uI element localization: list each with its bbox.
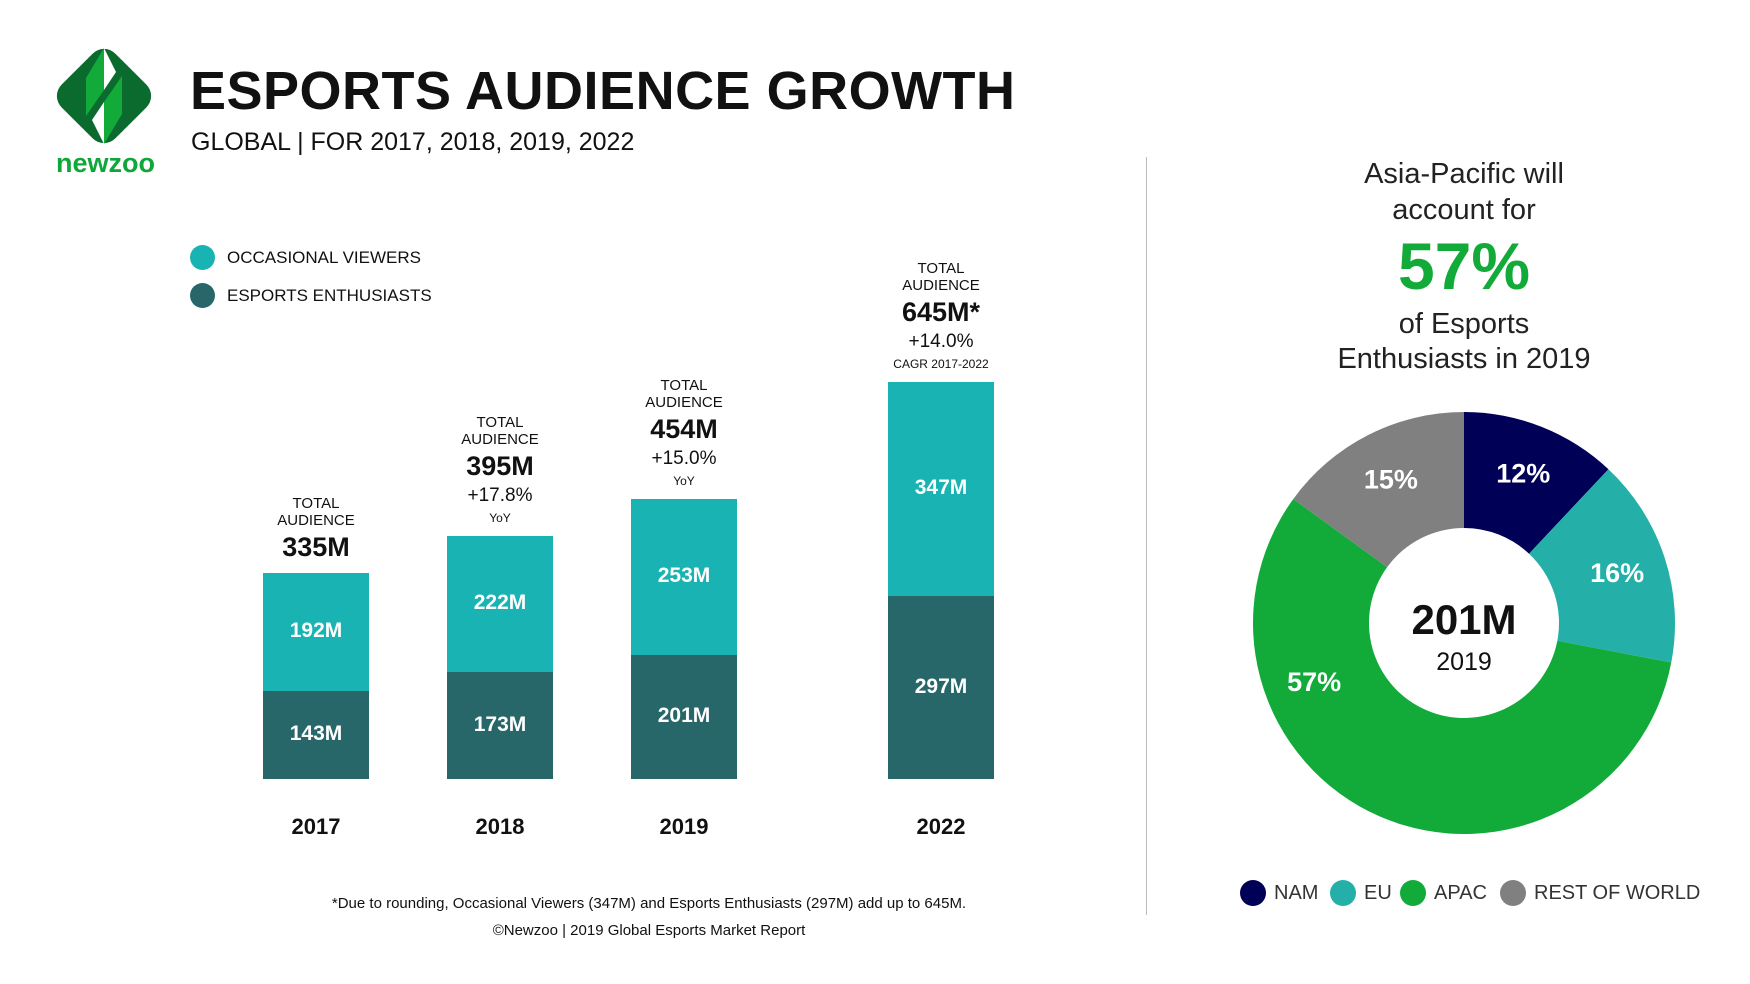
total-annotation: TOTAL AUDIENCE 645M* +14.0% CAGR 2017-2022 (861, 260, 1021, 374)
total-label: TOTAL AUDIENCE (902, 260, 980, 295)
total-annotation: TOTAL AUDIENCE 335M (236, 495, 396, 565)
bar-label-occasional: 347M (914, 476, 968, 500)
donut-legend-item: NAM (1240, 880, 1318, 906)
legend-label: ESPORTS ENTHUSIASTS (227, 285, 432, 305)
donut-slice-rest-of-world (1293, 412, 1464, 568)
year-label: 2022 (916, 814, 966, 839)
total-label: TOTAL AUDIENCE (645, 377, 723, 412)
page-subtitle: GLOBAL | FOR 2017, 2018, 2019, 2022 (191, 128, 635, 156)
legend-label: REST OF WORLD (1534, 881, 1701, 904)
bar-label-occasional: 253M (657, 564, 711, 588)
bar-enthusiasts (447, 672, 553, 779)
total-value: 395M (466, 450, 534, 481)
legend-swatch (1400, 880, 1426, 906)
page-title: ESPORTS AUDIENCE GROWTH (190, 61, 1016, 121)
bar-label-occasional: 192M (289, 618, 343, 642)
bar-enthusiasts (888, 596, 994, 779)
total-annotation: TOTAL AUDIENCE 395M +17.8% YoY (420, 414, 580, 528)
legend-label: EU (1364, 881, 1392, 904)
total-value: 454M (650, 414, 718, 445)
legend-swatch (1500, 880, 1526, 906)
donut-legend-item: EU (1330, 880, 1392, 906)
donut-slice-label: 12% (1496, 458, 1550, 488)
donut-slice-label: 57% (1287, 667, 1341, 697)
callout-line4: Enthusiasts in 2019 (1337, 343, 1591, 375)
donut-slice-label: 15% (1364, 465, 1418, 495)
donut-slice-eu (1529, 469, 1675, 663)
newzoo-logo (56, 48, 152, 144)
growth-note: YoY (489, 510, 511, 525)
donut-slice-nam (1464, 412, 1609, 554)
donut-legend-item: REST OF WORLD (1500, 880, 1700, 906)
bar-label-enthusiasts: 143M (289, 721, 343, 745)
donut-center-value: 201M (1411, 596, 1516, 643)
divider (1146, 157, 1147, 915)
legend-swatch (1330, 880, 1356, 906)
year-label: 2017 (291, 814, 341, 839)
year-label: 2019 (659, 814, 709, 839)
donut-legend-item: APAC (1400, 880, 1487, 906)
donut-center-label: 2019 (1436, 648, 1492, 676)
growth-note: CAGR 2017-2022 (893, 357, 989, 372)
total-value: 335M (282, 531, 350, 562)
legend-swatch (1240, 880, 1266, 906)
bar-occasional (888, 382, 994, 597)
bar-occasional (263, 572, 369, 691)
legend-label: APAC (1434, 881, 1487, 904)
total-value: 645M* (901, 297, 981, 328)
growth-note: YoY (673, 474, 695, 489)
bar-occasional (447, 535, 553, 673)
year-label: 2018 (475, 814, 525, 839)
bar-occasional (631, 499, 737, 656)
bar-label-enthusiasts: 201M (657, 704, 711, 728)
donut-slice-apac (1253, 498, 1672, 835)
copyright: ©Newzoo | 2019 Global Esports Market Rep… (492, 922, 806, 939)
bar-label-enthusiasts: 297M (914, 674, 968, 698)
legend-occasional: OCCASIONAL VIEWERS (190, 245, 421, 270)
bar-label-occasional: 222M (473, 591, 527, 615)
donut-chart: 12% 16% 57% 15% 201M 2019 (1253, 412, 1675, 835)
footnote: *Due to rounding, Occasional Viewers (34… (331, 895, 967, 912)
legend-label: NAM (1274, 881, 1319, 904)
growth-value: +14.0% (908, 331, 974, 353)
bar-label-enthusiasts: 173M (473, 712, 527, 736)
donut-slice-label: 16% (1590, 558, 1644, 588)
logo-text: newzoo (56, 148, 155, 178)
total-label: TOTAL AUDIENCE (461, 413, 539, 448)
bar-enthusiasts (263, 690, 369, 779)
callout-line2: account for (1392, 194, 1536, 226)
legend-enthusiasts: ESPORTS ENTHUSIASTS (190, 283, 432, 308)
total-annotation: TOTAL AUDIENCE 454M +15.0% YoY (604, 377, 764, 491)
growth-value: +15.0% (651, 448, 717, 470)
callout-line1: Asia-Pacific will (1364, 158, 1564, 190)
growth-value: +17.8% (467, 484, 533, 506)
bar-enthusiasts (631, 655, 737, 779)
callout-percent: 57% (1397, 229, 1531, 303)
callout-line3: of Esports (1398, 308, 1530, 340)
legend-swatch (190, 245, 215, 270)
legend-swatch (190, 283, 215, 308)
legend-label: OCCASIONAL VIEWERS (227, 247, 421, 267)
total-label: TOTAL AUDIENCE (277, 494, 355, 529)
